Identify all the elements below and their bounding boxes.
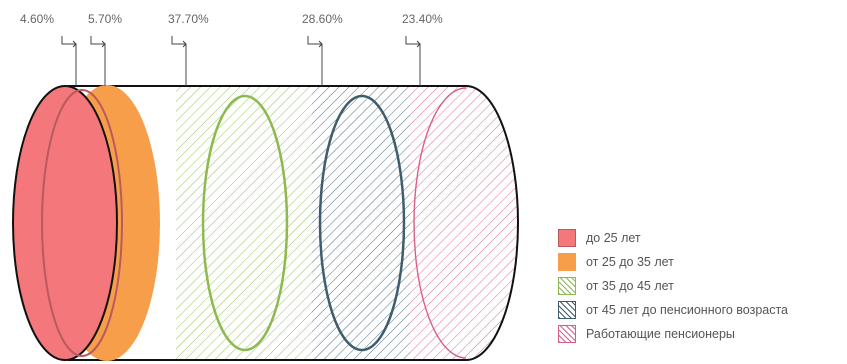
chart-legend: до 25 лет от 25 до 35 лет от 35 до 45 лет о… — [558, 226, 843, 346]
data-label-leader-3 — [171, 36, 187, 86]
segment-4-ring — [318, 94, 406, 352]
data-label-3: 37.70% — [168, 12, 209, 26]
data-label-leader-1 — [61, 36, 77, 86]
data-label-arrow-3 — [182, 40, 187, 48]
legend-item-4: от 45 лет до пенсионного возраста — [558, 298, 843, 322]
segment-1-ring — [41, 89, 123, 357]
legend-label-5: Работающие пенсионеры — [586, 327, 735, 341]
segment-1-disk — [12, 85, 118, 361]
data-label-4: 28.60% — [302, 12, 343, 26]
data-label-arrow-4 — [318, 40, 323, 48]
segment-3-ring — [201, 94, 289, 352]
legend-label-3: от 35 до 45 лет — [586, 279, 674, 293]
segment-4-hatch — [312, 86, 410, 360]
data-label-leader-2 — [90, 36, 106, 86]
legend-label-4: от 45 лет до пенсионного возраста — [586, 303, 789, 317]
legend-label-2: от 25 до 35 лет — [586, 255, 674, 269]
data-label-5: 23.40% — [402, 12, 443, 26]
legend-label-1: до 25 лет — [586, 231, 641, 245]
segment-3-hatch — [176, 86, 312, 360]
segment-5-hatch — [410, 86, 518, 360]
data-label-arrow-2 — [101, 40, 106, 48]
legend-swatch-1 — [558, 229, 576, 247]
legend-item-2: от 25 до 35 лет — [558, 250, 843, 274]
legend-item-1: до 25 лет — [558, 226, 843, 250]
data-label-arrow-5 — [416, 40, 421, 48]
legend-swatch-4 — [558, 301, 576, 319]
data-label-1: 4.60% — [20, 12, 54, 26]
legend-swatch-3 — [558, 277, 576, 295]
cylinder-right-cap — [465, 85, 519, 361]
data-label-2: 5.70% — [88, 12, 122, 26]
legend-item-3: от 35 до 45 лет — [558, 274, 843, 298]
data-label-leader-5 — [405, 36, 421, 86]
segment-5-ring — [413, 87, 467, 359]
legend-swatch-5 — [558, 325, 576, 343]
legend-swatch-2 — [558, 253, 576, 271]
data-label-leader-4 — [307, 36, 323, 86]
data-label-arrow-1 — [72, 40, 77, 48]
legend-item-5: Работающие пенсионеры — [558, 322, 843, 346]
